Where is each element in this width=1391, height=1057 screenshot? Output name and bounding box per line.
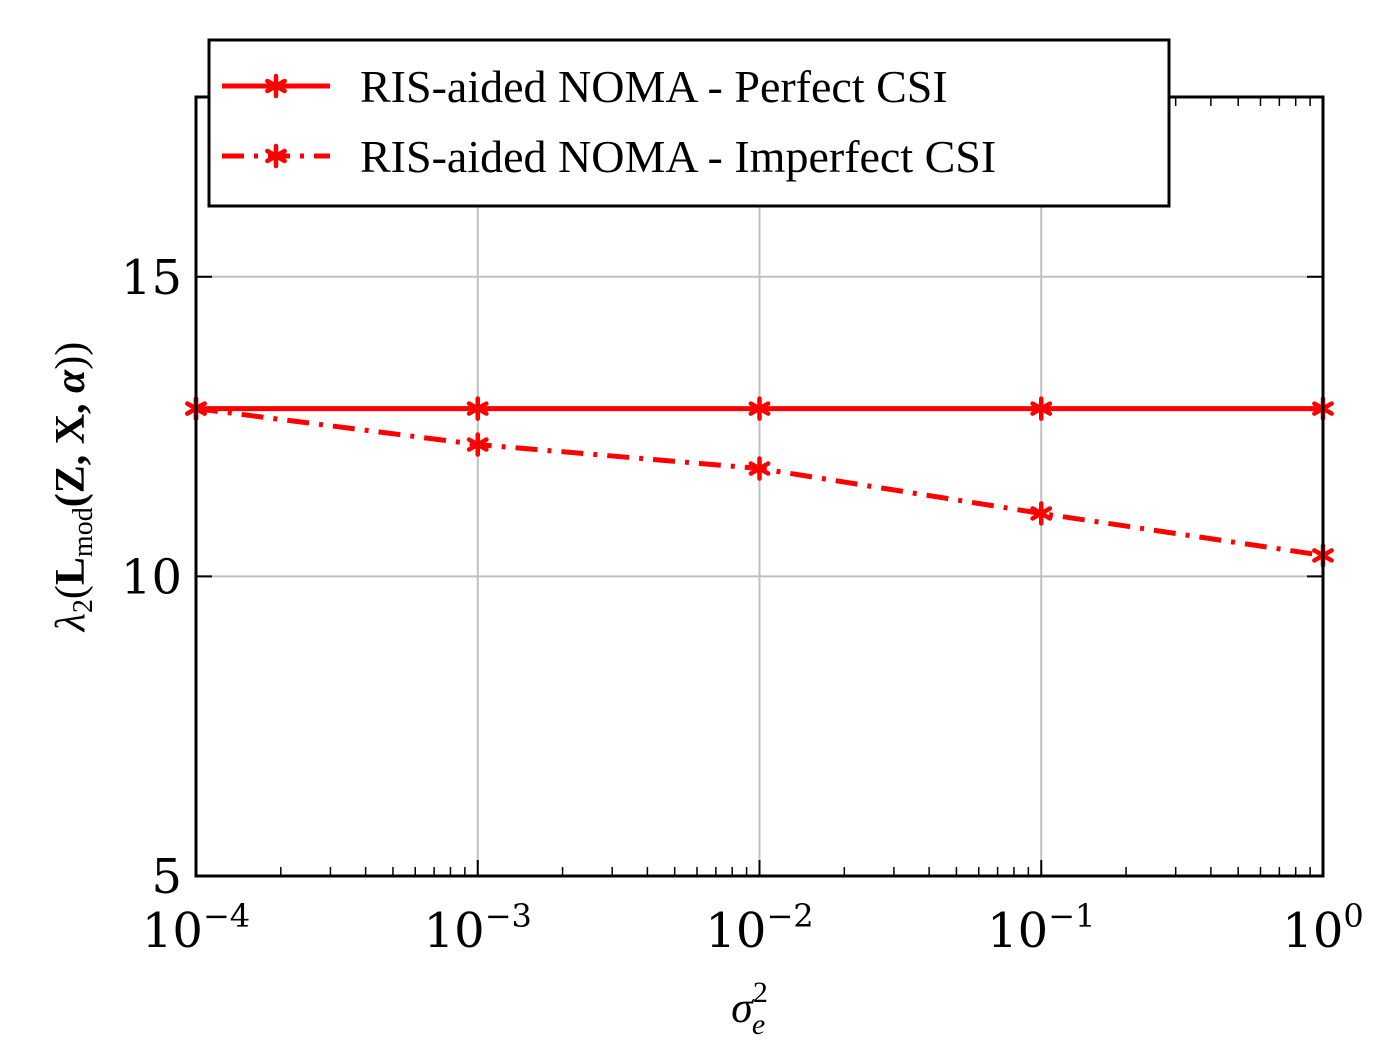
x-tick-label-3: 10−1: [987, 897, 1095, 959]
x-tick-base: 10: [1282, 903, 1343, 959]
series-0-point-3: [1030, 396, 1053, 421]
series-1-point-3-arm: [1030, 506, 1053, 521]
x-tick-exponent: −1: [1048, 897, 1095, 935]
ylabel-close: )): [48, 342, 94, 370]
ylabel-lambda-sub: 2: [68, 599, 99, 613]
x-axis-label: σ2 e: [731, 976, 768, 1041]
series-1-point-1-arm: [466, 437, 489, 452]
xlabel-sigma: σ: [731, 983, 755, 1032]
series-1-point-2-arm: [748, 461, 771, 476]
legend-entries: RIS-aided NOMA - Perfect CSI RIS-aided NO…: [222, 61, 996, 182]
legend-marker-0-arm: [265, 78, 287, 94]
legend-label-0: RIS-aided NOMA - Perfect CSI: [360, 61, 948, 112]
series-1-point-1: [466, 432, 489, 457]
series-0-point-1: [466, 396, 489, 421]
series-0-point-2: [748, 396, 771, 421]
x-tick-label-2: 10−2: [705, 897, 813, 959]
x-tick-base: 10: [987, 903, 1048, 959]
legend-marker-1-arm: [265, 148, 287, 164]
ylabel-open: (: [48, 585, 94, 599]
series-0-point-3-arm: [1030, 401, 1053, 416]
legend: RIS-aided NOMA - Perfect CSI RIS-aided NO…: [207, 38, 1171, 208]
ylabel-lambda: λ: [48, 613, 94, 633]
x-tick-exponent: −2: [766, 897, 813, 935]
y-tick-label-0: 5: [151, 849, 182, 905]
x-tick-label-4: 100: [1282, 897, 1363, 959]
legend-marker-0: [265, 73, 287, 99]
series-0-point-2-arm: [748, 401, 771, 416]
x-tick-exponent: −3: [485, 897, 532, 935]
x-tick-base: 10: [424, 903, 485, 959]
xlabel-sup: 2: [753, 976, 768, 1009]
legend-marker-1: [265, 143, 287, 169]
y-tick-label-2: 15: [121, 250, 182, 306]
legend-box: [207, 38, 1171, 208]
x-tick-label-0: 10−4: [142, 897, 250, 959]
ylabel-L-sub: mod: [68, 507, 99, 557]
series-0-point-1-arm: [466, 401, 489, 416]
y-tick-label-1: 10: [121, 549, 182, 605]
ylabel-args: (Z, X,: [48, 393, 94, 507]
xlabel-sub: e: [752, 1008, 765, 1041]
x-tick-exponent: −4: [203, 897, 250, 935]
x-tick-base: 10: [705, 903, 766, 959]
series-1-point-2: [748, 456, 771, 481]
ylabel-alpha: α: [48, 369, 94, 393]
grid: [195, 97, 1324, 877]
y-axis-label: λ2(Lmod(Z, X, α)): [48, 342, 99, 634]
x-tick-base: 10: [142, 903, 203, 959]
x-tick-label-1: 10−3: [424, 897, 532, 959]
series-1-point-3: [1030, 501, 1053, 526]
ylabel-L: L: [48, 557, 94, 585]
legend-label-1: RIS-aided NOMA - Imperfect CSI: [360, 131, 996, 182]
x-tick-exponent: 0: [1343, 897, 1363, 935]
